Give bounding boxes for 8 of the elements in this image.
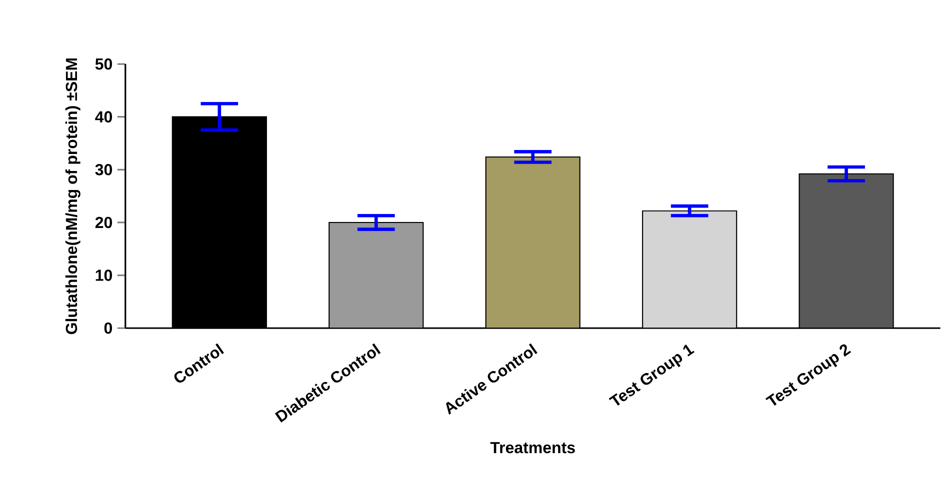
- y-tick-label: 50: [95, 58, 112, 70]
- y-axis-title: Glutathlone(nM/mg of protein) ±SEM: [65, 58, 80, 334]
- y-tick-label: 20: [95, 216, 112, 228]
- y-tick-label: 10: [96, 270, 112, 281]
- y-tick-label: 0: [104, 322, 112, 334]
- y-tick-label: 30: [95, 164, 112, 176]
- x-axis-title: Treatments: [490, 442, 575, 454]
- y-tick-label: 40: [95, 111, 112, 122]
